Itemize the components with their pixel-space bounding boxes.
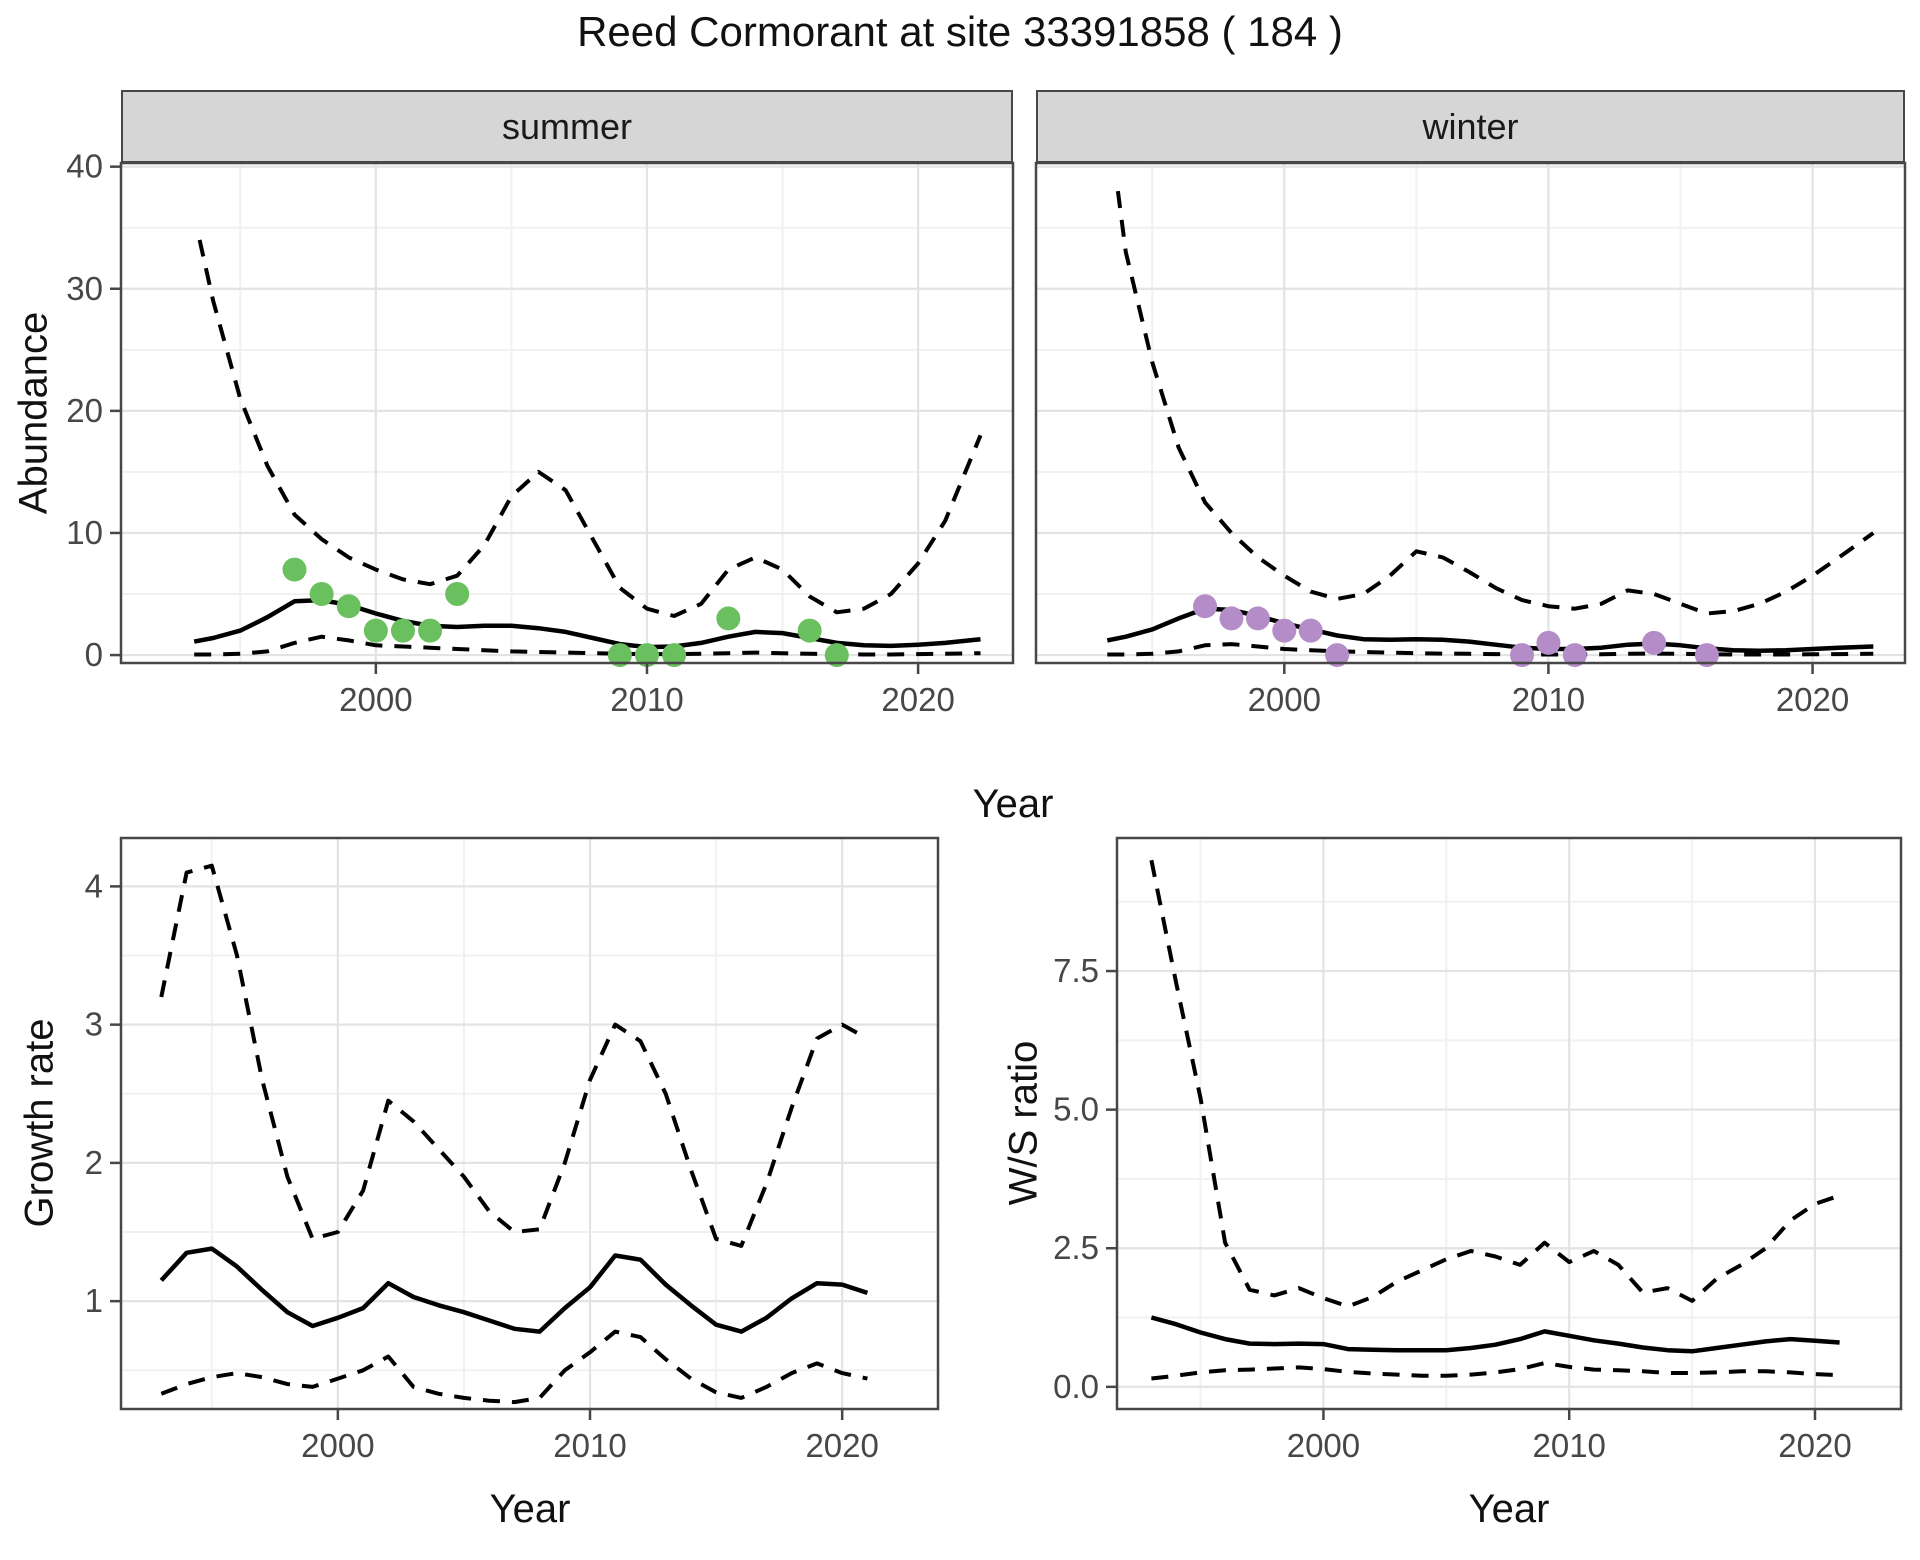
- y-axis-title-growth-rate: Growth rate: [17, 1018, 62, 1228]
- growth-rate-y-tick-label: 1: [85, 1282, 103, 1319]
- abundance-summer-data-point: [390, 618, 415, 643]
- abundance-summer-data-point: [634, 643, 659, 668]
- growth-rate-series-lower-ci: [160, 1329, 868, 1405]
- growth-rate-panel-bg: [121, 838, 938, 1409]
- growth-rate-panel-border: [119, 836, 940, 1411]
- abundance-winter-data-point: [1536, 630, 1561, 655]
- abundance-winter-x-tick-label: 2010: [1512, 681, 1585, 718]
- y-axis-title-ws-ratio: W/S ratio: [1001, 1040, 1046, 1206]
- abundance-summer-data-point: [336, 594, 361, 619]
- ws-ratio-panel-bg: [1117, 838, 1901, 1409]
- abundance-winter-panel-border: [1034, 161, 1907, 665]
- abundance-summer-data-point: [282, 557, 307, 582]
- abundance-winter-data-point: [1272, 618, 1297, 643]
- x-axis-title-year-top: Year: [972, 782, 1054, 826]
- abundance-summer-y-tick-label: 40: [66, 148, 103, 185]
- abundance-summer-x-tick-label: 2020: [881, 681, 954, 718]
- growth-rate-x-tick-label: 2000: [301, 1427, 374, 1464]
- x-axis-title-year-ws: Year: [1468, 1487, 1550, 1531]
- abundance-winter-series-upper-ci: [1115, 190, 1875, 616]
- abundance-summer-data-point: [363, 618, 388, 643]
- abundance-summer-data-point: [445, 582, 470, 607]
- ws-ratio-series-fit: [1150, 1315, 1840, 1354]
- ws-ratio-y-tick-label: 5.0: [1053, 1091, 1099, 1128]
- abundance-winter-panel-bg: [1036, 163, 1905, 663]
- abundance-winter-series-lower-ci: [1107, 642, 1874, 657]
- abundance-summer-data-point: [662, 643, 687, 668]
- ws-ratio-y-tick-label: 7.5: [1053, 952, 1099, 989]
- abundance-summer-x-tick-label: 2010: [610, 681, 683, 718]
- ws-ratio-panel-border: [1115, 836, 1903, 1411]
- facet-strip-summer-label: summer: [501, 105, 632, 147]
- growth-rate-y-tick-label: 3: [85, 1006, 103, 1043]
- y-axis-title-abundance: Abundance: [11, 311, 56, 515]
- abundance-summer-data-point: [607, 643, 632, 668]
- ws-ratio-y-tick-label: 0.0: [1053, 1368, 1099, 1405]
- abundance-winter-data-point: [1694, 643, 1719, 668]
- growth-rate-y-tick-label: 2: [85, 1144, 103, 1181]
- abundance-summer-series-upper-ci: [197, 239, 983, 618]
- ws-ratio-y-tick-label: 2.5: [1053, 1229, 1099, 1266]
- chart-title: Reed Cormorant at site 33391858 ( 184 ): [577, 8, 1343, 55]
- abundance-winter-data-point: [1193, 594, 1218, 619]
- abundance-summer-panel-border: [119, 161, 1015, 665]
- abundance-summer-data-point: [418, 618, 443, 643]
- ws-ratio-x-tick-label: 2000: [1287, 1427, 1360, 1464]
- facet-strip-winter: winter: [1036, 90, 1905, 163]
- ws-ratio-x-tick-label: 2010: [1533, 1427, 1606, 1464]
- growth-rate-series-upper-ci: [159, 863, 869, 1248]
- ws-ratio-series-upper-ci: [1149, 859, 1841, 1309]
- growth-rate-series-fit: [159, 1246, 869, 1334]
- abundance-winter-x-tick-label: 2000: [1248, 681, 1321, 718]
- growth-rate-x-tick-label: 2010: [553, 1427, 626, 1464]
- abundance-winter-x-tick-label: 2020: [1776, 681, 1849, 718]
- abundance-winter-data-point: [1219, 606, 1244, 631]
- abundance-summer-x-tick-label: 2000: [339, 681, 412, 718]
- abundance-summer-y-tick-label: 10: [66, 514, 103, 551]
- abundance-summer-y-tick-label: 20: [66, 392, 103, 429]
- abundance-winter-data-point: [1562, 643, 1587, 668]
- abundance-winter-data-point: [1510, 643, 1535, 668]
- abundance-winter-data-point: [1245, 606, 1270, 631]
- facet-strip-winter-label: winter: [1422, 105, 1519, 147]
- abundance-winter-data-point: [1298, 618, 1323, 643]
- ws-ratio-x-tick-label: 2020: [1778, 1427, 1851, 1464]
- abundance-summer-data-point: [824, 643, 849, 668]
- facet-strip-summer: summer: [121, 90, 1013, 163]
- abundance-summer-y-tick-label: 0: [85, 636, 103, 673]
- abundance-winter-data-point: [1642, 630, 1667, 655]
- growth-rate-y-tick-label: 4: [85, 867, 103, 904]
- abundance-winter-data-point: [1325, 643, 1350, 668]
- abundance-summer-data-point: [309, 582, 334, 607]
- growth-rate-x-tick-label: 2020: [805, 1427, 878, 1464]
- abundance-summer-data-point: [716, 606, 741, 631]
- x-axis-title-year-growth: Year: [489, 1487, 571, 1531]
- abundance-summer-data-point: [797, 618, 822, 643]
- abundance-summer-panel-bg: [121, 163, 1013, 663]
- abundance-summer-y-tick-label: 30: [66, 270, 103, 307]
